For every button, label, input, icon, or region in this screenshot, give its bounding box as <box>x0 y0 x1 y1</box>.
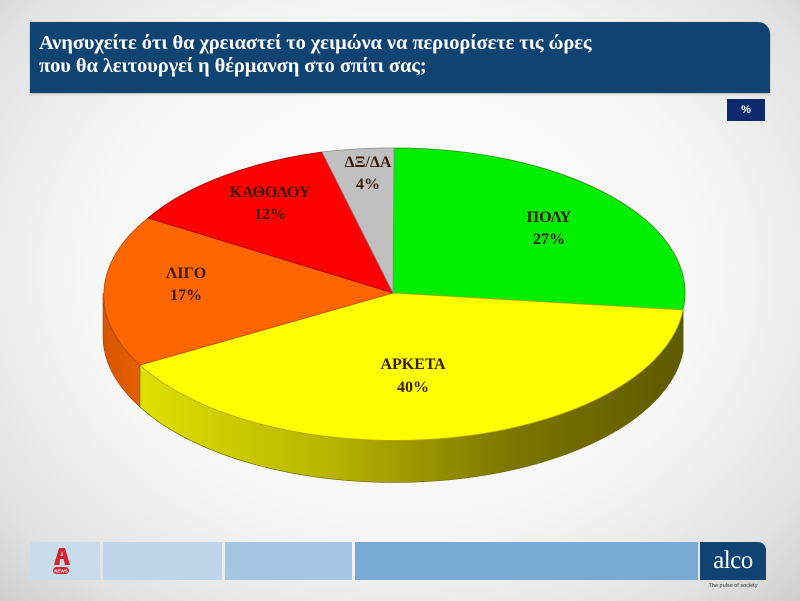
label-arketa-name: ΑΡΚΕΤΑ <box>380 356 446 373</box>
footer-segment-4 <box>355 542 698 580</box>
label-arketa-value: 40% <box>397 379 429 396</box>
slice-dxda <box>321 147 395 294</box>
slice-arketa <box>139 292 684 441</box>
slice-poly <box>392 147 686 311</box>
question-header: Ανησυχείτε ότι θα χρειαστεί το χειμώνα ν… <box>30 22 770 93</box>
alpha-news-badge-text: NEWS <box>54 569 68 574</box>
unit-badge: % <box>727 99 765 121</box>
alco-logo: alco <box>700 542 766 580</box>
label-ligo-name: ΛΙΓΟ <box>166 265 206 282</box>
alco-tagline: The pulse of society <box>708 583 758 589</box>
label-dxda-value: 4% <box>356 176 380 193</box>
footer-segment-3 <box>225 542 352 580</box>
label-katholou-value: 12% <box>254 206 286 223</box>
label-poly-name: ΠΟΛΥ <box>527 209 572 226</box>
label-poly-value: 27% <box>533 231 565 248</box>
question-line-1: Ανησυχείτε ότι θα χρειαστεί το χειμώνα ν… <box>39 32 592 54</box>
label-ligo-value: 17% <box>170 287 202 304</box>
alpha-news-logo-icon: NEWS <box>53 548 70 574</box>
label-dxda-name: ΔΞ/ΔΑ <box>345 154 392 171</box>
question-line-2: που θα λειτουργεί η θέρμανση στο σπίτι σ… <box>39 55 427 77</box>
footer-segment-2 <box>103 542 222 580</box>
label-katholou-name: ΚΑΘΟΛΟΥ <box>230 184 311 201</box>
slice-ligo <box>103 217 395 366</box>
slice-katholou <box>147 151 394 294</box>
